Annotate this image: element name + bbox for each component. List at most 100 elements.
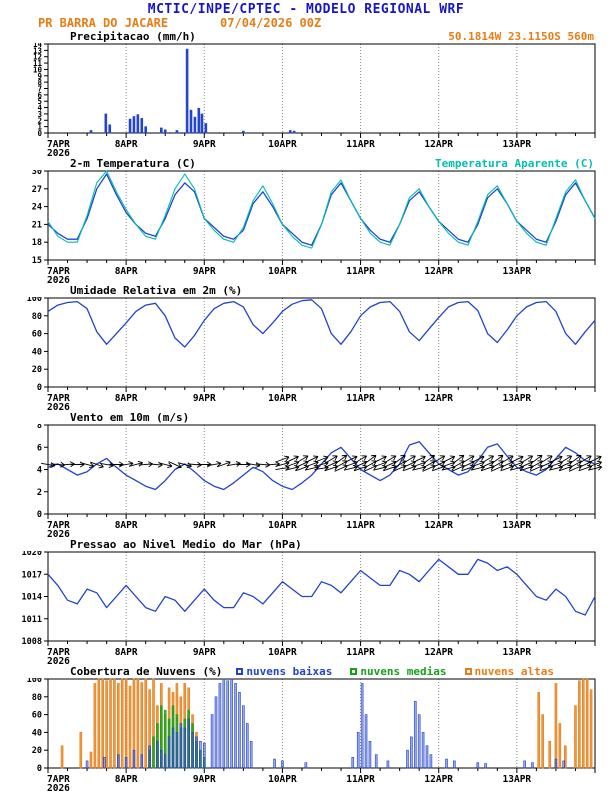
svg-text:10APR: 10APR [268,647,297,658]
svg-text:11: 11 [33,59,43,68]
svg-text:5: 5 [37,97,42,106]
svg-text:2026: 2026 [47,529,70,538]
chart-title-pressure: Pressao ao Nivel Medio do Mar (hPa) [70,538,302,551]
humidity-chart: 0 20 40 60 80 100 7APR 8APR 9APR 10APR 11APR 12APR 1… [0,294,612,413]
svg-text:80: 80 [32,693,42,703]
apparent-temperature-label: Temperatura Aparente (C) [435,157,594,170]
page-subtitle: PR BARRA DO JACARE 07/04/2026 00Z [0,17,612,30]
svg-text:11APR: 11APR [346,520,375,531]
svg-text:15: 15 [32,256,42,266]
svg-text:11APR: 11APR [346,647,375,658]
svg-text:1011: 1011 [22,615,42,625]
pressure-title-row: Pressao ao Nivel Medio do Mar (hPa) [0,538,612,551]
svg-text:12APR: 12APR [424,647,453,658]
svg-text:13APR: 13APR [503,139,532,150]
svg-text:40: 40 [32,347,42,357]
wind-title-row: Vento em 10m (m/s) [0,411,612,424]
svg-text:0: 0 [37,383,42,393]
panel-humidity: Umidade Relativa em 2m (%) 0 20 40 60 80 100 7… [0,284,612,413]
high-clouds-swatch-icon [464,668,472,675]
svg-text:9: 9 [37,72,42,81]
mid-clouds-label: nuvens medias [360,665,447,678]
svg-text:60: 60 [32,330,42,340]
svg-text:2: 2 [37,116,42,125]
svg-text:10APR: 10APR [268,266,297,277]
svg-text:9APR: 9APR [193,647,216,658]
svg-text:7APR: 7APR [47,647,70,658]
svg-text:7APR: 7APR [47,139,70,150]
svg-text:1014: 1014 [22,593,42,603]
svg-text:18: 18 [32,238,42,248]
svg-text:11APR: 11APR [346,139,375,150]
low-clouds-swatch-icon [236,668,244,675]
temperature-title-row: 2-m Temperatura (C) Temperatura Aparente… [0,157,612,170]
svg-text:2026: 2026 [47,783,70,792]
page-title: MCTIC/INPE/CPTEC - MODELO REGIONAL WRF [147,2,465,17]
svg-text:8: 8 [37,78,42,87]
svg-text:24: 24 [32,203,42,213]
panel-temperature: 2-m Temperatura (C) Temperatura Aparente… [0,157,612,286]
svg-text:12APR: 12APR [424,774,453,785]
svg-text:80: 80 [32,312,42,322]
svg-text:9APR: 9APR [193,139,216,150]
svg-text:13APR: 13APR [503,266,532,277]
cloud-cover-legend: nuvens baixas nuvens medias nuvens altas [236,665,554,678]
wind-plot-svg: 0 2 4 6 8 7APR 8APR 9APR 10APR 11APR 12APR 13APR 202… [37,421,603,540]
panel-wind: Vento em 10m (m/s) 0 2 4 6 8 7APR 8APR 9APR 10AP… [0,411,612,540]
legend-item-high-clouds: nuvens altas [464,665,554,678]
svg-text:9APR: 9APR [193,266,216,277]
pressure-plot-svg: 1008 1011 1014 1017 1020 7APR 8APR 9APR 10APR 11A… [22,548,596,667]
svg-text:4: 4 [37,466,42,476]
svg-text:8APR: 8APR [115,393,138,404]
clouds-plot-svg: 0 20 40 60 80 100 7APR 8APR 9APR 10APR 11APR 12APR 1… [27,675,596,794]
svg-text:10APR: 10APR [268,774,297,785]
temperature-chart: 15 18 21 24 27 30 7APR 8APR 9APR 10APR 11APR 12APR 1… [0,167,612,286]
pressure-chart: 1008 1011 1014 1017 1020 7APR 8APR 9APR 10APR 11A… [0,548,612,667]
svg-text:100: 100 [27,297,42,304]
svg-text:8APR: 8APR [115,139,138,150]
svg-text:9APR: 9APR [193,774,216,785]
svg-text:11APR: 11APR [346,266,375,277]
svg-text:7APR: 7APR [47,393,70,404]
svg-text:1008: 1008 [22,637,42,647]
svg-text:6: 6 [37,91,42,100]
svg-text:2: 2 [37,488,42,498]
svg-text:8APR: 8APR [115,647,138,658]
svg-text:2026: 2026 [47,656,70,665]
svg-text:10APR: 10APR [268,139,297,150]
svg-text:4: 4 [37,104,42,113]
svg-text:0: 0 [37,510,42,520]
svg-text:8APR: 8APR [115,774,138,785]
humidity-plot-svg: 0 20 40 60 80 100 7APR 8APR 9APR 10APR 11APR 12APR 1… [27,294,596,413]
svg-text:2026: 2026 [47,402,70,411]
svg-text:20: 20 [32,746,42,756]
station-coordinates: 50.1814W 23.1150S 560m [448,30,594,43]
wind-chart: 0 2 4 6 8 7APR 8APR 9APR 10APR 11APR 12APR 13APR 202… [0,421,612,540]
panel-pressure: Pressao ao Nivel Medio do Mar (hPa) 1008… [0,538,612,667]
run-datetime: 07/04/2026 00Z [220,16,322,30]
svg-text:40: 40 [32,728,42,738]
svg-text:3: 3 [37,110,42,119]
svg-text:11APR: 11APR [346,774,375,785]
precipitation-chart: 0 1 2 3 4 5 6 7 8 9 10 11 12 13 14 7APR 8APR 9APR 10APR 11A… [0,40,612,159]
chart-title-wind: Vento em 10m (m/s) [70,411,190,424]
temp-plot-svg: 15 18 21 24 27 30 7APR 8APR 9APR 10APR 11APR 12APR 1… [32,167,596,286]
chart-title-precipitation: Precipitacao (mm/h) [70,30,196,43]
svg-text:13APR: 13APR [503,393,532,404]
cloud-cover-title-row: Cobertura de Nuvens (%) nuvens baixas nu… [0,665,612,678]
svg-text:9APR: 9APR [193,393,216,404]
svg-text:20: 20 [32,365,42,375]
chart-title-humidity: Umidade Relativa em 2m (%) [70,284,243,297]
svg-text:8APR: 8APR [115,520,138,531]
svg-text:12: 12 [33,53,42,62]
svg-text:12APR: 12APR [424,266,453,277]
svg-text:0: 0 [37,764,42,774]
svg-text:13APR: 13APR [503,520,532,531]
panel-cloud-cover: Cobertura de Nuvens (%) nuvens baixas nu… [0,665,612,794]
svg-text:9APR: 9APR [193,520,216,531]
precipitation-title-row: Precipitacao (mm/h) 50.1814W 23.1150S 56… [0,30,612,43]
svg-text:100: 100 [27,678,42,685]
humidity-title-row: Umidade Relativa em 2m (%) [0,284,612,297]
